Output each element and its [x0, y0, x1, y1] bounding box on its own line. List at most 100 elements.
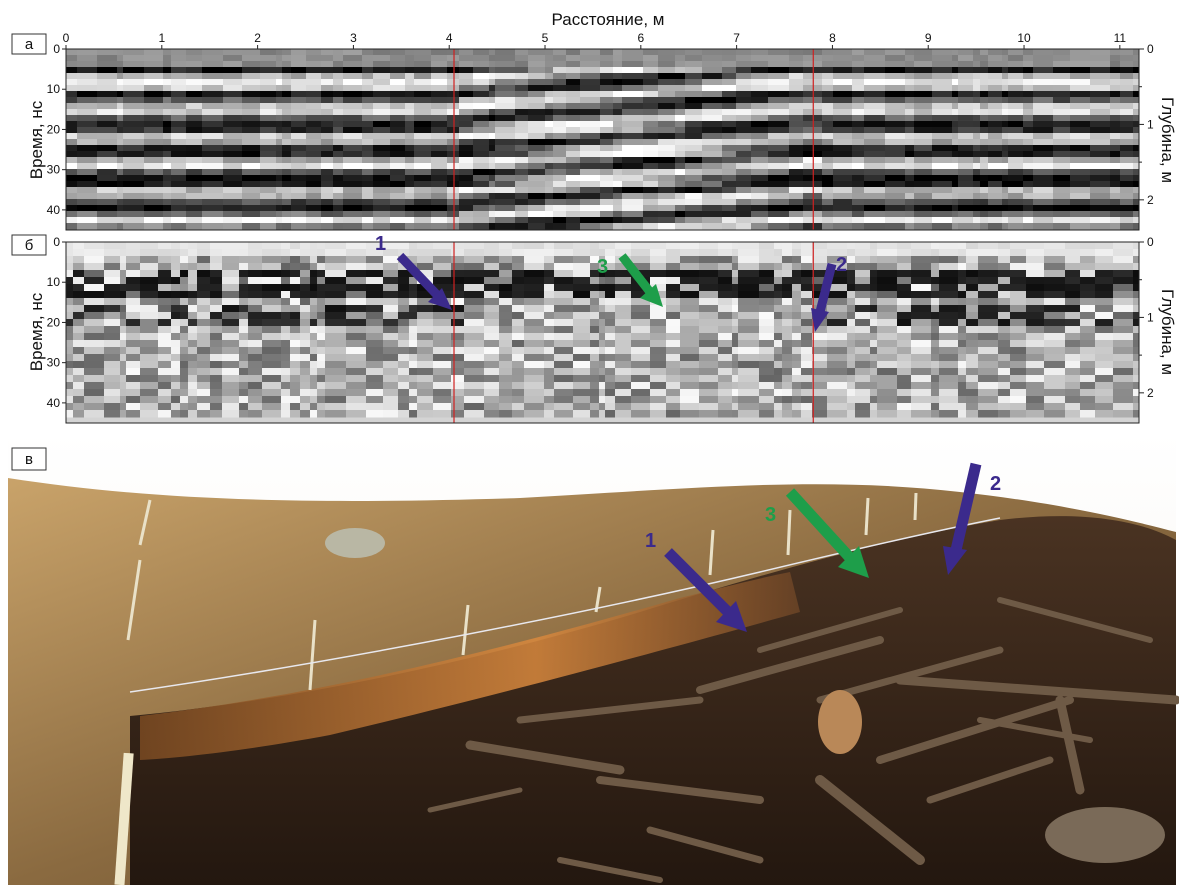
radar-cell	[433, 375, 452, 383]
radar-cell	[855, 291, 871, 299]
radar-cell	[914, 151, 933, 158]
radar-cell	[768, 199, 790, 206]
radar-cell	[680, 256, 700, 264]
radar-cell	[833, 103, 853, 110]
radar-cell	[774, 347, 783, 355]
radar-cell	[1026, 396, 1045, 404]
radar-cell	[789, 133, 804, 140]
radar-cell	[524, 298, 545, 306]
radar-cell	[958, 139, 974, 146]
radar-cell	[966, 242, 979, 250]
radar-cell	[768, 145, 790, 152]
radar-cell	[66, 115, 78, 122]
radar-cell	[66, 187, 78, 194]
radar-cell	[600, 121, 614, 128]
radar-cell	[1026, 403, 1045, 411]
radar-cell	[373, 145, 391, 152]
radar-cell	[321, 97, 334, 104]
radar-cell	[1133, 163, 1140, 170]
radar-cell	[1044, 403, 1066, 411]
radar-cell	[346, 277, 367, 285]
radar-cell	[248, 256, 263, 264]
radar-cell	[433, 382, 452, 390]
radar-cell	[163, 67, 172, 74]
radar-cell	[210, 277, 223, 285]
radar-cell	[495, 121, 516, 128]
radar-cell	[126, 277, 141, 285]
radar-cell	[911, 389, 932, 397]
radar-cell	[545, 211, 554, 218]
radar-cell	[373, 211, 391, 218]
radar-cell	[1033, 115, 1054, 122]
radar-cell	[1053, 109, 1071, 116]
panel-b-letter: б	[25, 237, 34, 254]
radar-cell	[877, 326, 898, 334]
radar-cell	[658, 139, 676, 146]
radar-cell	[580, 127, 601, 134]
radar-cell	[366, 256, 384, 264]
radar-cell	[958, 121, 974, 128]
radar-cell	[171, 67, 187, 74]
radar-cell	[599, 375, 606, 383]
radar-cell	[566, 127, 581, 134]
radar-cell	[325, 340, 347, 348]
radar-cell	[186, 85, 203, 92]
radar-cell	[600, 175, 614, 182]
radar-cell	[409, 256, 418, 264]
radar-cell	[333, 73, 344, 80]
radar-cell	[914, 121, 933, 128]
radar-cell	[515, 169, 529, 176]
radar-cell	[447, 139, 460, 146]
radar-cell	[333, 91, 344, 98]
radar-cell	[310, 361, 318, 369]
radar-cell	[544, 270, 555, 278]
radar-cell	[84, 368, 105, 376]
radar-cell	[885, 199, 906, 206]
radar-cell	[281, 368, 291, 376]
radar-cell	[852, 139, 865, 146]
radar-cell	[242, 181, 261, 188]
radar-cell	[1033, 217, 1054, 224]
radar-cell	[897, 242, 912, 250]
radar-cell	[180, 361, 189, 369]
radar-cell	[512, 354, 525, 362]
radar-cell	[515, 67, 529, 74]
radar-cell	[605, 312, 616, 320]
radar-cell	[973, 175, 981, 182]
radar-cell	[343, 121, 363, 128]
radar-cell	[1133, 249, 1140, 257]
radar-cell	[321, 85, 334, 92]
radar-cell	[473, 145, 490, 152]
radar-cell	[495, 157, 516, 164]
radar-cell	[120, 242, 127, 250]
radar-cell	[447, 205, 460, 212]
radar-cell	[97, 109, 118, 116]
radar-cell	[276, 79, 283, 86]
radar-cell	[489, 61, 496, 68]
radar-cell	[414, 97, 432, 104]
radar-cell	[390, 121, 406, 128]
radar-cell	[310, 354, 318, 362]
radar-cell	[512, 403, 525, 411]
radar-cell	[73, 410, 85, 418]
radar-cell	[300, 242, 311, 250]
radar-cell	[210, 361, 223, 369]
radar-cell	[321, 109, 334, 116]
radar-cell	[528, 151, 546, 158]
radar-cell	[792, 277, 802, 285]
radar-cell	[1095, 242, 1114, 250]
radar-cell	[789, 79, 804, 86]
radar-cell	[812, 277, 828, 285]
radar-cell	[310, 326, 318, 334]
radar-cell	[1090, 109, 1111, 116]
radar-cell	[613, 121, 623, 128]
radar-cell	[66, 127, 78, 134]
radar-cell	[702, 127, 723, 134]
radar-cell	[1090, 181, 1111, 188]
radar-cell	[1002, 199, 1009, 206]
radar-cell	[1120, 175, 1134, 182]
radar-cell	[451, 277, 465, 285]
radar-cell	[464, 368, 485, 376]
radar-cell	[580, 97, 601, 104]
radar-cell	[343, 109, 363, 116]
